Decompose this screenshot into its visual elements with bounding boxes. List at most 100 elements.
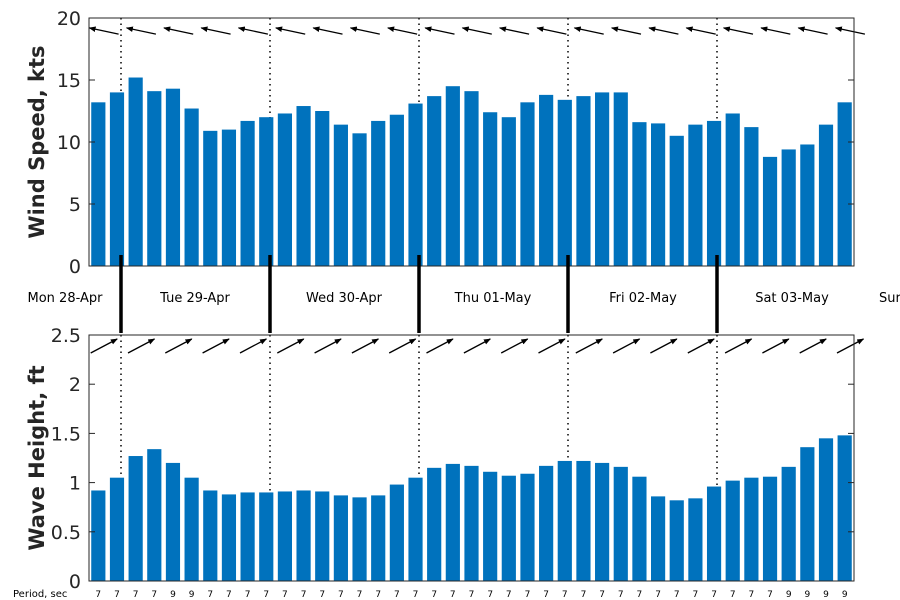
wave-y-axis-label: Wave Height, ft [25,365,49,550]
bar [165,88,181,267]
period-value: 7 [133,590,139,600]
wind-direction-arrows [88,26,866,35]
wind-speed-panel: 0 5 10 15 20 Wind Speed, kts [25,8,866,278]
y-tick-label: 5 [69,194,81,216]
period-value: 9 [805,590,811,600]
bar [427,467,442,581]
bar [464,91,479,266]
period-value: 7 [711,590,717,600]
direction-arrow [836,338,865,354]
direction-arrow [351,338,380,354]
direction-arrow [724,338,753,354]
bar [445,86,460,266]
period-value: 7 [151,590,157,600]
bar [762,156,778,266]
bar [688,124,703,266]
y-tick-label: 1.5 [51,423,81,445]
period-value: 7 [95,590,101,600]
bar [277,491,292,581]
wind-speed-bars [91,77,852,267]
bar [781,466,796,581]
period-value: 7 [487,590,493,600]
bar [315,111,330,266]
direction-arrow [312,26,343,35]
period-value: 9 [170,590,176,600]
bar [800,144,815,266]
bar [557,460,572,581]
y-tick-label: 15 [57,70,81,92]
direction-arrow [461,26,492,35]
bar [371,495,386,581]
period-value: 9 [786,590,792,600]
bar [464,465,479,581]
period-value: 9 [823,590,829,600]
direction-arrow [424,26,455,35]
period-value: 7 [693,590,699,600]
y-tick-label: 2.5 [51,325,81,347]
y-tick-label: 10 [57,132,81,154]
direction-arrow [200,26,231,35]
bar [221,129,237,266]
direction-arrow [90,338,118,354]
bar [389,114,404,266]
y-tick-label: 0 [69,571,81,593]
y-tick-label: 2 [69,374,81,396]
direction-arrow [685,26,716,35]
day-labels: Mon 28-Apr Tue 29-Apr Wed 30-Apr Thu 01-May… [28,291,900,306]
wave-height-panel: 0 0.5 1 1.5 2 2.5 Wave Height, ft Period, sec… [13,325,865,600]
bar [501,475,516,581]
bar [595,462,610,581]
y-tick-label: 20 [57,8,81,30]
direction-arrow [687,338,715,354]
y-tick-label: 0.5 [51,522,81,544]
day-divider-bars [119,255,719,333]
day-label: Sur [879,291,900,306]
bar [203,490,218,581]
bar [221,494,237,581]
bar [837,435,852,581]
direction-arrow [575,338,603,354]
bar [762,476,778,581]
direction-arrow [536,26,567,35]
wind-axes-box [88,17,855,267]
bar [128,77,143,267]
period-value: 7 [674,590,680,600]
bar [427,96,442,267]
bar [259,492,274,581]
bar [109,477,125,581]
bar [688,498,703,581]
y-tick-label: 0 [69,256,81,278]
day-label: Wed 30-Apr [306,291,383,306]
bar [389,484,404,581]
wave-direction-arrows [90,338,865,354]
period-value: 7 [506,590,512,600]
bar [613,92,628,267]
bar [576,96,591,267]
bar [371,120,386,266]
direction-arrow [760,26,791,35]
period-value: 7 [226,590,232,600]
bar [539,94,554,266]
period-value: 7 [357,590,363,600]
bar [147,91,162,266]
bar [352,497,367,581]
direction-arrow [387,26,418,35]
direction-arrow [426,338,454,354]
bar [632,122,647,266]
bar [91,102,106,266]
bar [744,127,759,267]
bar [315,491,330,581]
day-label-band: Mon 28-Apr Tue 29-Apr Wed 30-Apr Thu 01-May… [28,255,900,333]
bar [613,466,628,581]
direction-arrow [163,26,194,35]
day-label: Tue 29-Apr [159,291,230,306]
bar [800,447,815,581]
bar [818,124,834,266]
period-value: 9 [842,590,848,600]
period-value: 7 [749,590,755,600]
direction-arrow [125,26,157,35]
bar [837,102,852,266]
bar [277,113,292,266]
bar [184,477,199,581]
